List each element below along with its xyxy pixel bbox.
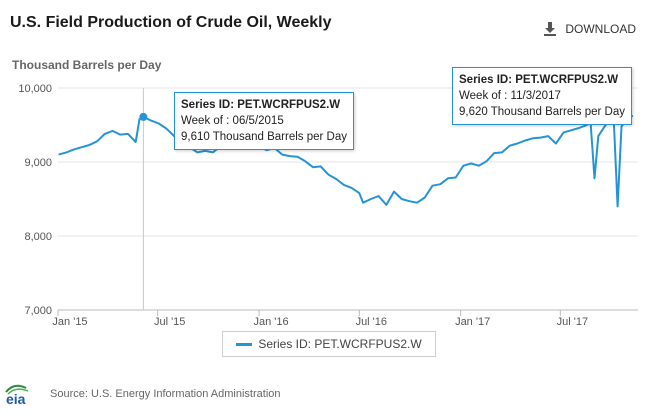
x-tick-label: Jan '17: [455, 316, 490, 328]
tooltip-jun-2015: Series ID: PET.WCRFPUS2.W Week of : 06/5…: [174, 92, 354, 150]
footer: eia Source: U.S. Energy Information Admi…: [4, 382, 281, 406]
y-tick-label: 8,000: [24, 231, 52, 243]
x-tick-label: Jan '16: [253, 316, 288, 328]
legend-label: Series ID: PET.WCRFPUS2.W: [258, 337, 422, 351]
tooltip-nov-2017: Series ID: PET.WCRFPUS2.W Week of : 11/3…: [452, 67, 632, 125]
eia-logo: eia: [5, 384, 29, 406]
source-text: Source: U.S. Energy Information Administ…: [50, 388, 281, 400]
x-tick-label: Jan '15: [52, 316, 87, 328]
tooltip-series: Series ID: PET.WCRFPUS2.W: [459, 74, 619, 86]
y-tick-label: 9,000: [24, 157, 52, 169]
tooltip-series: Series ID: PET.WCRFPUS2.W: [181, 99, 341, 111]
x-tick-label: Jul '17: [557, 316, 588, 328]
tooltip-week: Week of : 06/5/2015: [181, 115, 284, 127]
tooltip-value: 9,620 Thousand Barrels per Day: [459, 106, 625, 118]
tooltip-value: 9,610 Thousand Barrels per Day: [181, 131, 347, 143]
x-tick-label: Jul '16: [356, 316, 387, 328]
y-axis-unit-label: Thousand Barrels per Day: [12, 58, 162, 72]
download-button[interactable]: DOWNLOAD: [543, 22, 636, 36]
y-tick-label: 7,000: [24, 305, 52, 317]
download-label: DOWNLOAD: [565, 22, 636, 36]
series-line: [58, 115, 633, 208]
download-icon: [544, 22, 557, 36]
tooltip-week: Week of : 11/3/2017: [459, 90, 561, 102]
hover-point: [139, 112, 148, 121]
line-chart: 7,000 8,000 9,000 10,000 Jan '15 Jul '15 Jan '…: [18, 83, 638, 328]
y-tick-label: 10,000: [18, 83, 52, 95]
eia-logo-text: eia: [6, 391, 26, 406]
legend-item[interactable]: Series ID: PET.WCRFPUS2.W: [222, 331, 436, 357]
legend-swatch: [236, 342, 253, 346]
x-tick-label: Jul '15: [154, 316, 185, 328]
chart-title: U.S. Field Production of Crude Oil, Week…: [10, 14, 332, 31]
